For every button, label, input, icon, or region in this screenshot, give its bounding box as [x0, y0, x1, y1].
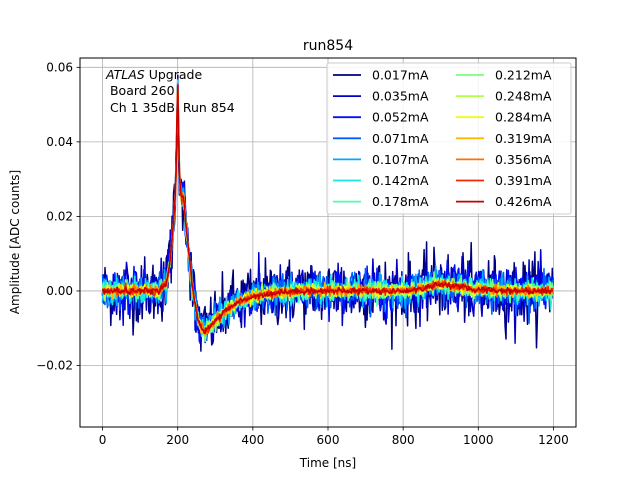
- legend-box: [326, 62, 572, 215]
- legend-label: 0.035mA: [372, 89, 429, 104]
- legend-entry: 0.356mA: [456, 152, 552, 167]
- legend-label: 0.052mA: [372, 110, 429, 125]
- x-axis-label: Time [ns]: [299, 456, 356, 470]
- legend: 0.017mA 0.035mA 0.052mA 0.071mA 0.107mA 0.142…: [326, 62, 572, 215]
- legend-label: 0.178mA: [372, 194, 429, 209]
- x-tick-label: 600: [317, 433, 340, 447]
- y-tick-label: 0.00: [46, 284, 73, 298]
- legend-entry: 0.017mA: [333, 68, 429, 83]
- chart-title: run854: [303, 38, 353, 54]
- x-tick-label: 200: [166, 433, 189, 447]
- legend-label: 0.356mA: [495, 152, 552, 167]
- x-tick-label: 400: [241, 433, 264, 447]
- series-layer: [101, 74, 554, 352]
- legend-entry: 0.212mA: [456, 68, 552, 83]
- legend-label: 0.391mA: [495, 173, 552, 188]
- y-tick-label: 0.02: [46, 209, 73, 223]
- legend-entry: 0.284mA: [456, 110, 552, 125]
- series-0.426mA: [102, 85, 554, 335]
- x-tick-label: 1000: [463, 433, 494, 447]
- legend-label: 0.107mA: [372, 152, 429, 167]
- legend-label: 0.142mA: [372, 173, 429, 188]
- legend-entry: 0.035mA: [333, 89, 429, 104]
- legend-entry: 0.052mA: [333, 110, 429, 125]
- legend-label: 0.017mA: [372, 68, 429, 83]
- legend-label: 0.071mA: [372, 131, 429, 146]
- y-tick-label: −0.02: [36, 359, 73, 373]
- annotation-experiment: ATLAS: [105, 67, 145, 82]
- run-annotation: ATLAS Upgrade Board 260 Ch 1 35dB Run 85…: [105, 67, 235, 115]
- x-tick-label: 1200: [538, 433, 569, 447]
- annotation-experiment-suffix: Upgrade: [145, 67, 203, 82]
- legend-entry: 0.319mA: [456, 131, 552, 146]
- legend-label: 0.426mA: [495, 194, 552, 209]
- legend-entry: 0.142mA: [333, 173, 429, 188]
- legend-entry: 0.426mA: [456, 194, 552, 209]
- x-tick-label: 0: [99, 433, 107, 447]
- x-tick-label: 800: [392, 433, 415, 447]
- y-tick-label: 0.04: [46, 135, 73, 149]
- legend-entry: 0.391mA: [456, 173, 552, 188]
- annotation-line-1: ATLAS Upgrade: [105, 67, 202, 82]
- y-axis-label: Amplitude [ADC counts]: [8, 170, 22, 314]
- legend-entry: 0.071mA: [333, 131, 429, 146]
- annotation-line-2: Board 260: [106, 83, 175, 98]
- y-tick-label: 0.06: [46, 60, 73, 74]
- annotation-line-3: Ch 1 35dB Run 854: [106, 100, 235, 115]
- series-line: [102, 85, 554, 335]
- legend-entry: 0.248mA: [456, 89, 552, 104]
- legend-entry: 0.178mA: [333, 194, 429, 209]
- legend-label: 0.284mA: [495, 110, 552, 125]
- legend-label: 0.212mA: [495, 68, 552, 83]
- legend-label: 0.248mA: [495, 89, 552, 104]
- legend-entry: 0.107mA: [333, 152, 429, 167]
- tick-layer: 0 200 400 600 800 1000 1200 −0.02 0.00 0.02 0.04 0.…: [36, 60, 569, 447]
- legend-label: 0.319mA: [495, 131, 552, 146]
